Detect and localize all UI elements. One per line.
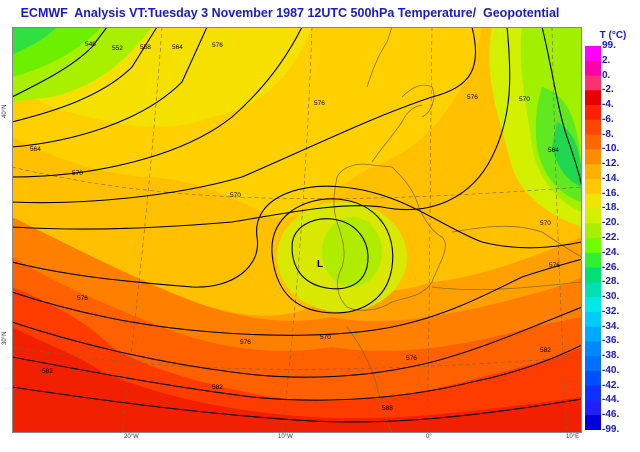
legend-swatch xyxy=(585,267,601,283)
legend-swatch xyxy=(585,60,601,77)
legend-swatch xyxy=(585,385,601,401)
legend-swatch xyxy=(585,75,601,91)
contour-label: 576 xyxy=(77,295,88,302)
contour-label: 552 xyxy=(112,45,123,52)
contour-label: 558 xyxy=(140,44,151,51)
legend-label: 0. xyxy=(602,69,611,81)
legend-swatch xyxy=(585,178,601,195)
legend-swatch xyxy=(585,252,601,269)
contour-label: 570 xyxy=(230,192,241,199)
legend-label: -16. xyxy=(602,187,620,199)
legend-swatch xyxy=(585,90,601,106)
legend-swatch xyxy=(585,400,601,416)
legend-label: -6. xyxy=(602,113,614,125)
legend-label: -26. xyxy=(602,261,620,273)
legend-label: -28. xyxy=(602,276,620,288)
lat-label-30n: 30°N xyxy=(2,331,8,345)
lon-label-10e: 10°E xyxy=(566,434,580,440)
contour-label: 576 xyxy=(314,100,325,107)
legend-swatch xyxy=(585,223,601,239)
legend-label: -44. xyxy=(602,394,620,406)
temp-band-minus-24 xyxy=(12,27,57,55)
legend-label: -38. xyxy=(602,350,620,362)
temperature-legend-colorbar xyxy=(585,46,601,430)
legend-label: -40. xyxy=(602,364,620,376)
contour-label: 564 xyxy=(30,146,41,153)
geopotential-contours xyxy=(12,27,582,423)
legend-swatch xyxy=(585,208,601,224)
legend-swatch xyxy=(585,119,601,136)
legend-label: -22. xyxy=(602,232,620,243)
legend-label: -14. xyxy=(602,172,620,184)
legend-swatch xyxy=(585,356,601,372)
contour-label: 576 xyxy=(212,42,223,49)
legend-label: -4. xyxy=(602,99,614,111)
temp-band-low-core xyxy=(322,217,382,287)
contour-label: 570 xyxy=(72,170,83,177)
legend-label: -34. xyxy=(602,320,620,332)
contour-label: 570 xyxy=(320,334,331,341)
legend-label: -2. xyxy=(602,84,614,96)
graticule xyxy=(12,27,582,433)
legend-swatch xyxy=(585,238,601,254)
contour-label: 588 xyxy=(382,405,393,412)
legend-swatch xyxy=(585,326,601,342)
legend-swatch xyxy=(585,46,601,62)
legend-label: -8. xyxy=(602,128,614,140)
contour-label: 582 xyxy=(212,384,223,391)
contour-label: 576 xyxy=(240,339,251,346)
legend-label: -99. xyxy=(602,424,620,435)
legend-swatch xyxy=(585,282,601,298)
legend-label: -20. xyxy=(602,217,620,229)
lat-label-40n: 40°N xyxy=(2,104,8,118)
low-pressure-label: L xyxy=(317,259,323,270)
contour-labels: 546 552 558 564 576 564 570 570 576 576 … xyxy=(30,41,560,412)
legend-title: T (°C) xyxy=(599,30,627,41)
contour-label: 582 xyxy=(42,368,53,375)
legend-label: -32. xyxy=(602,305,620,317)
temp-band-east-minus-24 xyxy=(552,122,582,187)
legend-label: 99. xyxy=(602,40,616,51)
legend-label: 2. xyxy=(602,54,611,66)
legend-label: -36. xyxy=(602,335,620,347)
contour-label: 570 xyxy=(519,96,530,103)
legend-label: -30. xyxy=(602,291,620,303)
contour-label: 564 xyxy=(172,44,183,51)
legend-swatch xyxy=(585,311,601,328)
legend-swatch xyxy=(585,149,601,165)
legend-swatch xyxy=(585,105,601,121)
legend-label: -46. xyxy=(602,409,620,421)
legend-swatch xyxy=(585,164,601,180)
legend-swatch xyxy=(585,415,601,430)
legend-label: -18. xyxy=(602,202,620,214)
legend-label: -24. xyxy=(602,246,620,258)
legend-label: -42. xyxy=(602,379,620,391)
temperature-geopotential-map: 546 552 558 564 576 564 570 570 576 576 … xyxy=(12,27,582,433)
contour-label: 564 xyxy=(548,147,559,154)
legend-label: -12. xyxy=(602,158,620,170)
legend-swatch xyxy=(585,134,601,150)
contour-label: 576 xyxy=(406,355,417,362)
contour-label: 546 xyxy=(85,41,96,48)
lon-label-10w: 10°W xyxy=(278,434,293,440)
lon-label-0: 0° xyxy=(426,434,432,440)
contour-label: 576 xyxy=(467,94,478,101)
legend-label: -10. xyxy=(602,143,620,155)
lon-label-20w: 20°W xyxy=(124,434,139,440)
legend-swatch xyxy=(585,370,601,387)
legend-swatch xyxy=(585,297,601,313)
legend-swatch xyxy=(585,341,601,357)
contour-label: 582 xyxy=(540,347,551,354)
map-title: ECMWF Analysis VT:Tuesday 3 November 198… xyxy=(20,6,560,20)
contour-label: 576 xyxy=(549,262,560,269)
contour-label: 570 xyxy=(540,220,551,227)
legend-swatch xyxy=(585,193,601,209)
